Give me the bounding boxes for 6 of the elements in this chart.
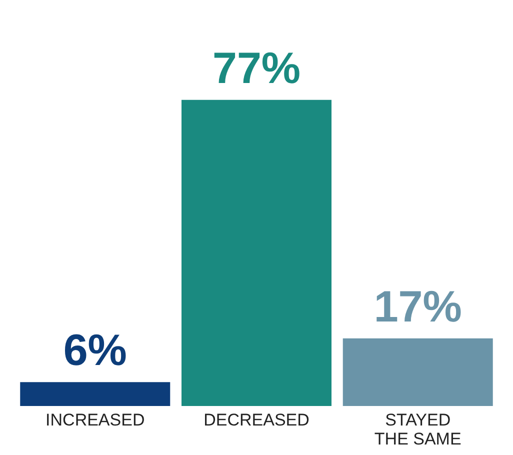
x-tick-label: STAYED THE SAME — [374, 410, 462, 448]
x-tick-label: DECREASED — [204, 410, 310, 430]
data-label: 77% — [212, 44, 301, 93]
data-label: 17% — [374, 282, 462, 332]
x-tick-label: INCREASED — [46, 410, 145, 430]
data-label: 6% — [63, 326, 127, 376]
